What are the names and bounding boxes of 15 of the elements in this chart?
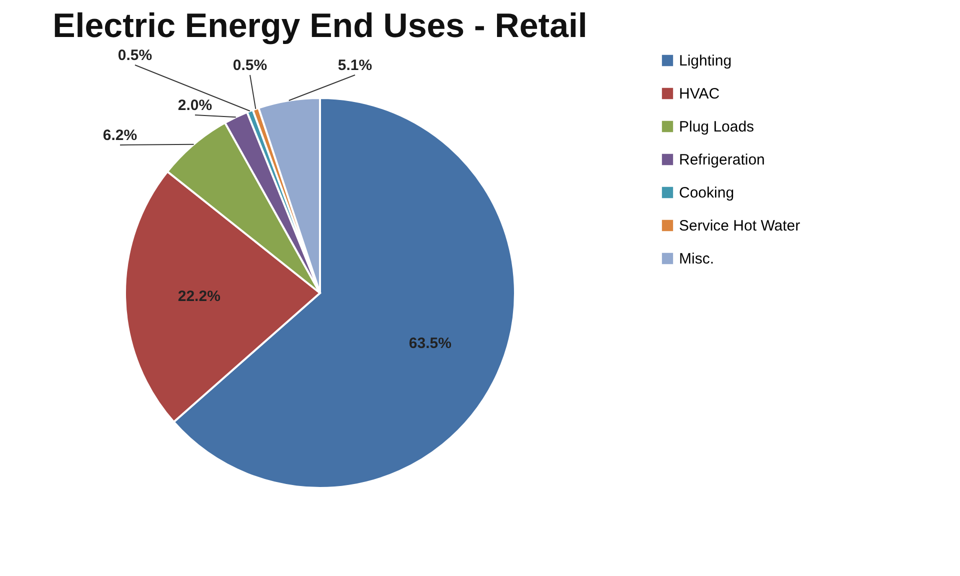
legend-label: Plug Loads <box>679 118 754 136</box>
data-label: 2.0% <box>178 97 212 114</box>
data-label: 5.1% <box>338 57 372 74</box>
data-label: 63.5% <box>408 334 452 352</box>
legend-label: Misc. <box>679 250 714 268</box>
legend-label: Refrigeration <box>679 152 765 168</box>
data-label: 6.2% <box>102 127 138 144</box>
legend-label: HVAC <box>679 86 720 102</box>
chart-title: Electric Energy End Uses - Retail <box>52 7 588 45</box>
legend-label: Lighting <box>679 52 732 70</box>
data-label: 0.5% <box>232 57 268 74</box>
legend-label: Cooking <box>679 184 734 202</box>
data-label: 0.5% <box>118 47 152 64</box>
data-label: 22.2% <box>178 288 220 306</box>
legend-label: Service Hot Water <box>679 218 800 234</box>
